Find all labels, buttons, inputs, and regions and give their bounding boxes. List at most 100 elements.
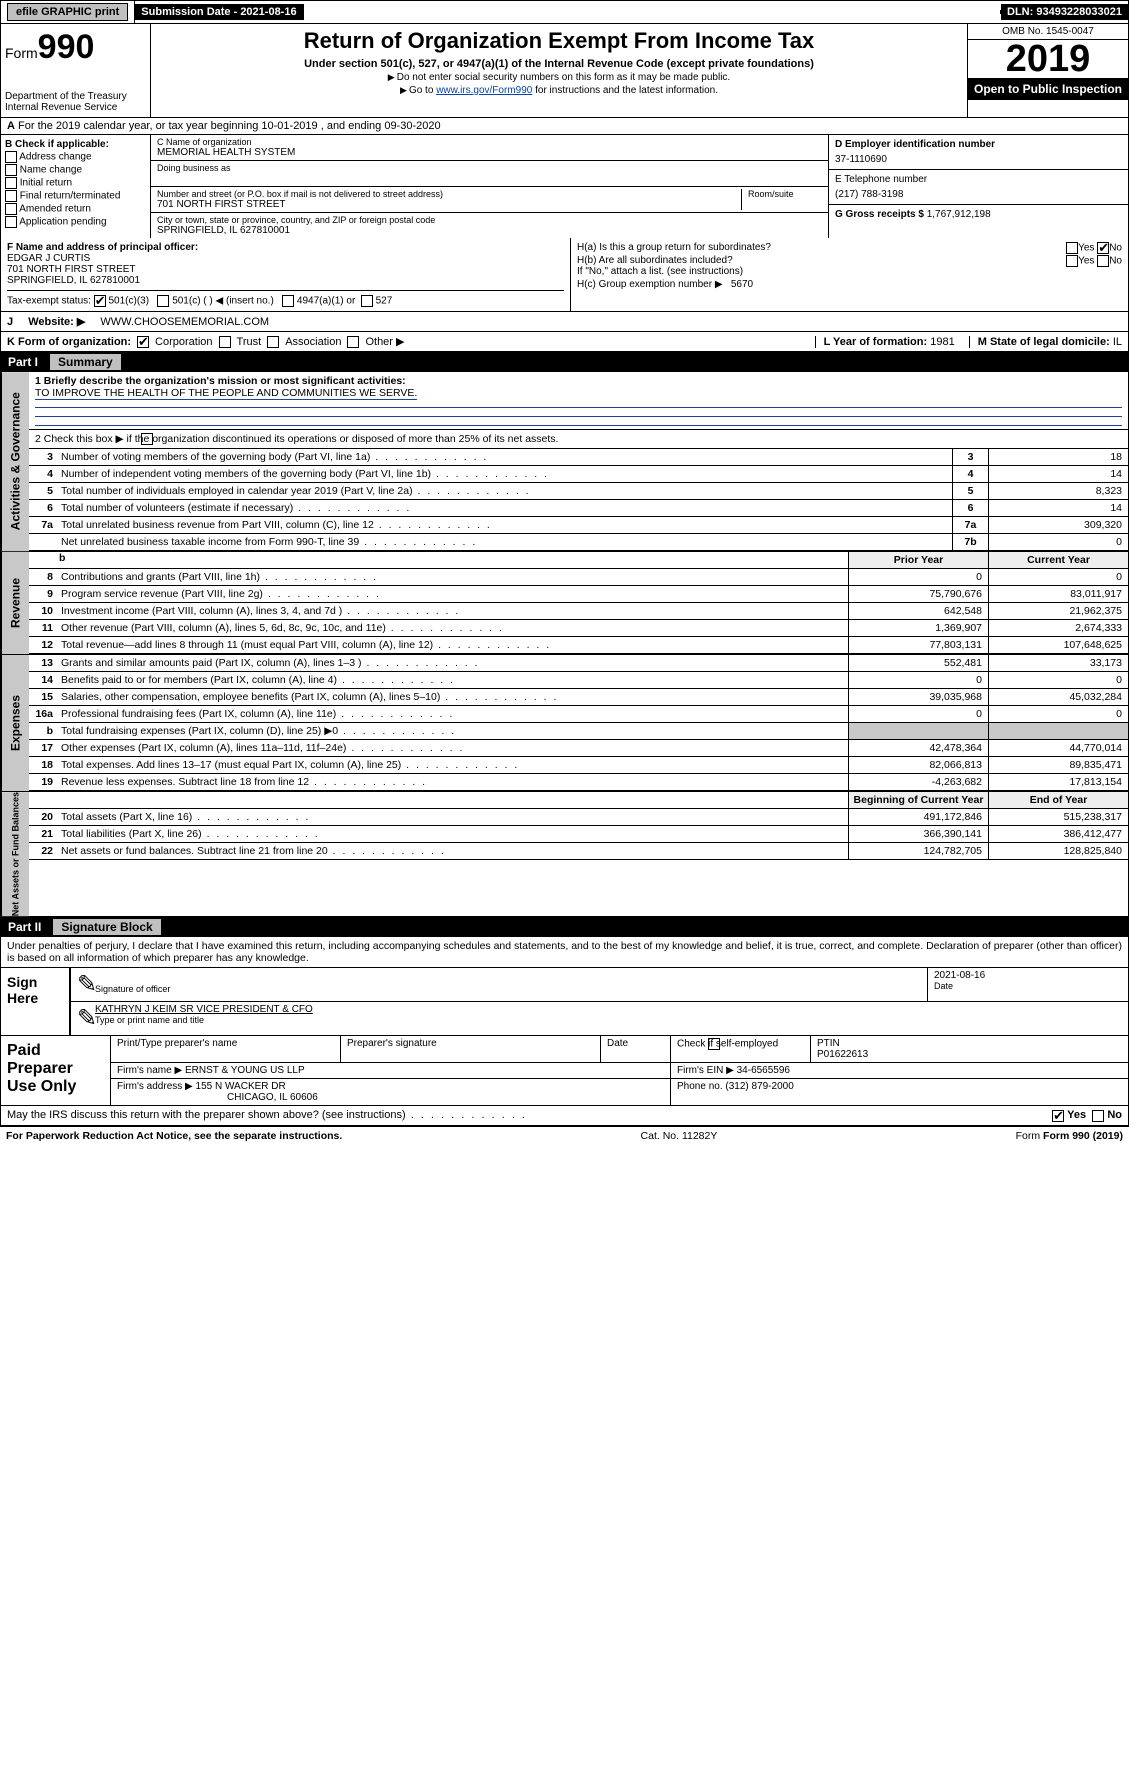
org-street: 701 NORTH FIRST STREET [157, 199, 741, 210]
chk-final-return[interactable]: Final return/terminated [5, 190, 146, 202]
form-subtitle: Under section 501(c), 527, or 4947(a)(1)… [155, 58, 963, 70]
box-b: B Check if applicable: Address change Na… [1, 135, 151, 238]
top-bar: efile GRAPHIC print Submission Date - 20… [0, 0, 1129, 24]
box-h: H(a) Is this a group return for subordin… [571, 238, 1128, 311]
firm-addr2: CHICAGO, IL 60606 [227, 1092, 318, 1103]
firm-name: ERNST & YOUNG US LLP [185, 1065, 305, 1076]
dln: DLN: 93493228033021 [1001, 4, 1128, 20]
form-number: Form990 [5, 28, 146, 67]
table-row: 16aProfessional fundraising fees (Part I… [29, 706, 1128, 723]
note-goto: Go to www.irs.gov/Form990 for instructio… [155, 85, 963, 96]
col-beg-year: Beginning of Current Year [848, 792, 988, 808]
row-a-period: A For the 2019 calendar year, or tax yea… [0, 118, 1129, 135]
chk-self-employed[interactable] [708, 1038, 720, 1050]
section-revenue: Revenue bPrior YearCurrent Year 8Contrib… [0, 552, 1129, 655]
col-end-year: End of Year [988, 792, 1128, 808]
phone: (217) 788-3198 [835, 189, 1122, 200]
group-exemption: 5670 [731, 279, 753, 290]
chk-other[interactable] [347, 336, 359, 348]
form-title: Return of Organization Exempt From Incom… [155, 28, 963, 54]
paid-preparer-label: Paid Preparer Use Only [1, 1036, 111, 1105]
section-expenses: Expenses 13Grants and similar amounts pa… [0, 655, 1129, 792]
discuss-yes[interactable] [1052, 1110, 1064, 1122]
open-public: Open to Public Inspection [968, 78, 1128, 100]
q2-discontinued: 2 Check this box ▶ if the organization d… [29, 430, 1128, 449]
table-row: 14Benefits paid to or for members (Part … [29, 672, 1128, 689]
page-footer: For Paperwork Reduction Act Notice, see … [0, 1126, 1129, 1145]
col-prior-year: Prior Year [848, 552, 988, 568]
ha-no[interactable] [1097, 242, 1109, 254]
table-row: 9Program service revenue (Part VIII, lin… [29, 586, 1128, 603]
vtab-revenue: Revenue [1, 552, 29, 654]
chk-501c3[interactable] [94, 295, 106, 307]
efile-label: efile GRAPHIC print [1, 1, 135, 23]
table-row: 8Contributions and grants (Part VIII, li… [29, 569, 1128, 586]
gross-receipts: 1,767,912,198 [927, 209, 991, 220]
chk-discontinued[interactable] [141, 433, 153, 445]
chk-address-change[interactable]: Address change [5, 151, 146, 163]
perjury-text: Under penalties of perjury, I declare th… [0, 937, 1129, 968]
chk-trust[interactable] [219, 336, 231, 348]
hb-no[interactable] [1097, 255, 1109, 267]
chk-corp[interactable] [137, 336, 149, 348]
form-header: Form990 Department of the Treasury Inter… [0, 24, 1129, 118]
table-row: 4Number of independent voting members of… [29, 466, 1128, 483]
vtab-net: Net Assets or Fund Balances [1, 792, 29, 916]
preparer-block: Paid Preparer Use Only Print/Type prepar… [0, 1036, 1129, 1106]
chk-name-change[interactable]: Name change [5, 164, 146, 176]
table-row: bTotal fundraising expenses (Part IX, co… [29, 723, 1128, 740]
table-row: 12Total revenue—add lines 8 through 11 (… [29, 637, 1128, 654]
sign-here-label: Sign Here [1, 968, 71, 1035]
part1-header: Part I Summary [0, 352, 1129, 372]
chk-527[interactable] [361, 295, 373, 307]
section-net-assets: Net Assets or Fund Balances Beginning of… [0, 792, 1129, 917]
table-row: 5Total number of individuals employed in… [29, 483, 1128, 500]
table-row: 3Number of voting members of the governi… [29, 449, 1128, 466]
vtab-governance: Activities & Governance [1, 372, 29, 551]
col-current-year: Current Year [988, 552, 1128, 568]
table-row: 7aTotal unrelated business revenue from … [29, 517, 1128, 534]
table-row: 11Other revenue (Part VIII, column (A), … [29, 620, 1128, 637]
row-klm: K Form of organization: Corporation Trus… [0, 332, 1129, 352]
entity-block: B Check if applicable: Address change Na… [0, 135, 1129, 238]
firm-addr1: 155 N WACKER DR [196, 1081, 286, 1092]
mission-text: TO IMPROVE THE HEALTH OF THE PEOPLE AND … [35, 387, 417, 400]
ptin: P01622613 [817, 1049, 868, 1060]
table-row: 22Net assets or fund balances. Subtract … [29, 843, 1128, 860]
ein: 37-1110690 [835, 154, 1122, 165]
discuss-row: May the IRS discuss this return with the… [0, 1106, 1129, 1125]
officer-name: EDGAR J CURTIS [7, 253, 90, 264]
box-c: C Name of organizationMEMORIAL HEALTH SY… [151, 135, 828, 238]
ha-yes[interactable] [1066, 242, 1078, 254]
vtab-expenses: Expenses [1, 655, 29, 791]
table-row: 15Salaries, other compensation, employee… [29, 689, 1128, 706]
q1-mission: 1 Briefly describe the organization's mi… [29, 372, 1128, 430]
org-city: SPRINGFIELD, IL 627810001 [157, 225, 822, 236]
chk-4947[interactable] [282, 295, 294, 307]
table-row: 19Revenue less expenses. Subtract line 1… [29, 774, 1128, 791]
chk-assoc[interactable] [267, 336, 279, 348]
table-row: 18Total expenses. Add lines 13–17 (must … [29, 757, 1128, 774]
box-deg: D Employer identification number37-11106… [828, 135, 1128, 238]
table-row: 17Other expenses (Part IX, column (A), l… [29, 740, 1128, 757]
part2-header: Part II Signature Block [0, 917, 1129, 937]
table-row: 13Grants and similar amounts paid (Part … [29, 655, 1128, 672]
chk-initial-return[interactable]: Initial return [5, 177, 146, 189]
table-row: 10Investment income (Part VIII, column (… [29, 603, 1128, 620]
org-name: MEMORIAL HEALTH SYSTEM [157, 147, 822, 158]
signature-block: Sign Here ✎ Signature of officer 2021-08… [0, 968, 1129, 1036]
note-ssn: Do not enter social security numbers on … [155, 72, 963, 83]
discuss-no[interactable] [1092, 1110, 1104, 1122]
chk-501c[interactable] [157, 295, 169, 307]
submission-date: Submission Date - 2021-08-16 [135, 4, 303, 20]
website-url: WWW.CHOOSEMEMORIAL.COM [100, 316, 269, 328]
firm-ein: 34-6565596 [737, 1065, 790, 1076]
year-formation: 1981 [930, 336, 954, 348]
hb-yes[interactable] [1066, 255, 1078, 267]
table-row: 6Total number of volunteers (estimate if… [29, 500, 1128, 517]
irs-link[interactable]: www.irs.gov/Form990 [436, 85, 532, 96]
table-row: 20Total assets (Part X, line 16)491,172,… [29, 809, 1128, 826]
row-fh: F Name and address of principal officer:… [0, 238, 1129, 312]
chk-app-pending[interactable]: Application pending [5, 216, 146, 228]
chk-amended[interactable]: Amended return [5, 203, 146, 215]
